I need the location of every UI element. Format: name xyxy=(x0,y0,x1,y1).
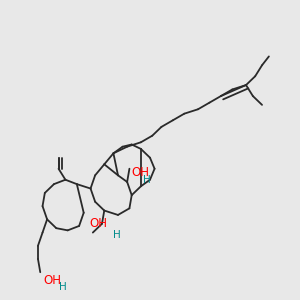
Text: OH: OH xyxy=(90,217,108,230)
Text: H: H xyxy=(143,175,151,185)
Text: H: H xyxy=(112,230,120,240)
Text: OH: OH xyxy=(44,274,62,287)
Text: H: H xyxy=(58,282,66,292)
Text: OH: OH xyxy=(132,166,150,178)
